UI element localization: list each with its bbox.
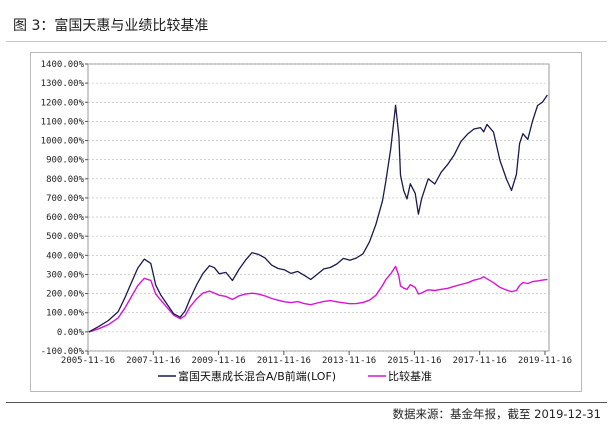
y-tick-label: 100.00% <box>46 309 85 319</box>
x-tick-label: 2007-11-16 <box>126 356 180 366</box>
chart-grid <box>88 64 549 351</box>
y-tick-label: 500.00% <box>46 232 85 242</box>
x-tick-label: 2013-11-16 <box>322 356 376 366</box>
y-tick-label: 700.00% <box>46 194 85 204</box>
x-axis-ticks: 2005-11-16 2007-11-16 2009-11-16 2011-11-16… <box>61 351 572 366</box>
x-tick-label: 2015-11-16 <box>387 356 441 366</box>
y-tick-label: 1300.00% <box>41 79 85 89</box>
x-tick-label: 2017-11-16 <box>453 356 507 366</box>
y-axis-ticks: -100.00%0.00%100.00%200.00%300.00%400.00… <box>41 60 88 357</box>
y-tick-label: 1200.00% <box>41 98 85 108</box>
y-tick-label: 300.00% <box>46 270 85 280</box>
y-tick-label: 800.00% <box>46 175 85 185</box>
x-tick-label: 2005-11-16 <box>61 356 115 366</box>
y-tick-label: 1400.00% <box>41 60 85 70</box>
chart-legend: 富国天惠成长混合A/B前端(LOF) 比较基准 <box>158 369 432 383</box>
y-tick-label: 600.00% <box>46 213 85 223</box>
series-line-1 <box>89 266 548 332</box>
y-tick-label: 200.00% <box>46 290 85 300</box>
x-tick-label: 2019-11-16 <box>518 356 572 366</box>
footer-divider <box>6 402 607 403</box>
y-tick-label: 1000.00% <box>41 137 85 147</box>
series-lines <box>89 95 548 332</box>
y-tick-label: 0.00% <box>57 328 85 338</box>
x-tick-label: 2009-11-16 <box>191 356 245 366</box>
y-tick-label: 1100.00% <box>41 117 85 127</box>
y-tick-label: 400.00% <box>46 251 85 261</box>
legend-label-benchmark: 比较基准 <box>388 369 432 383</box>
x-tick-label: 2011-11-16 <box>257 356 311 366</box>
plot-area <box>88 64 549 351</box>
y-tick-label: 900.00% <box>46 156 85 166</box>
legend-label-fund: 富国天惠成长混合A/B前端(LOF) <box>178 369 336 383</box>
source-note: 数据来源：基金年报，截至 2019-12-31 <box>393 406 602 422</box>
